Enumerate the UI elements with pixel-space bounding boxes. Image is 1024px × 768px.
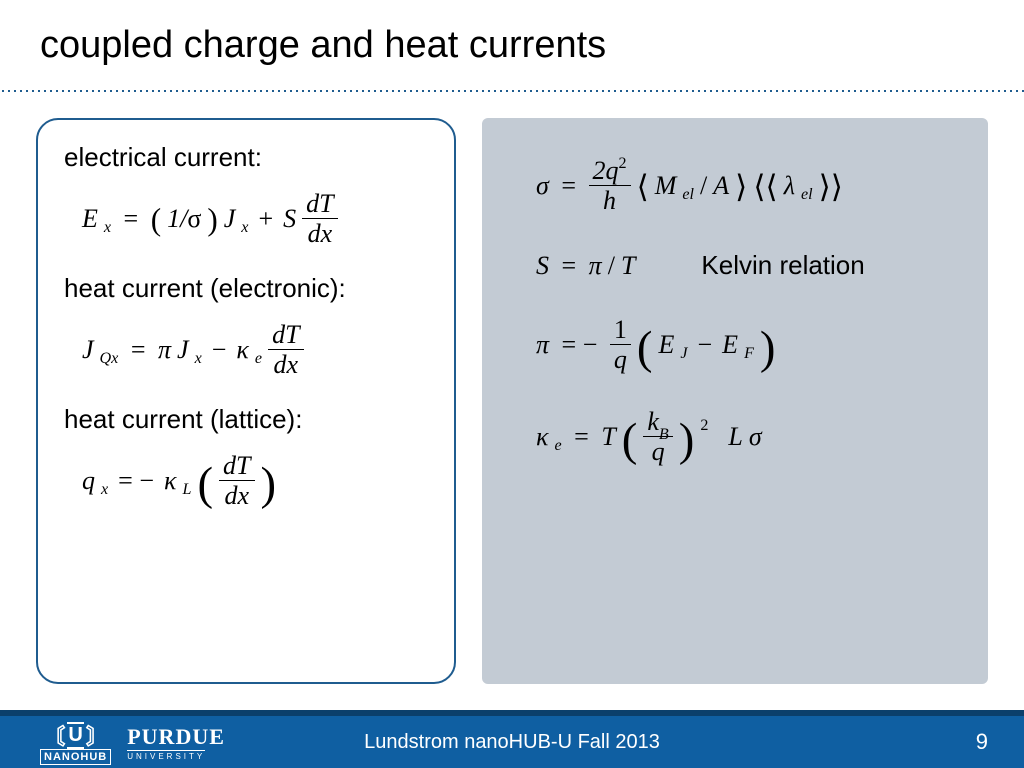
sub-x: x (101, 481, 108, 499)
heading-heat-electronic: heat current (electronic): (64, 273, 428, 304)
EF: E (722, 330, 738, 360)
den: dx (220, 481, 253, 509)
T: T (621, 251, 635, 281)
sub-x: x (195, 350, 202, 368)
title-underline (0, 90, 1024, 92)
frac-dTdx: dT dx (302, 191, 337, 247)
equals: = (568, 422, 596, 452)
eq-sigma: σ = 2q2 h ⟨ Mel / A ⟩ ⟨⟨ λel ⟩⟩ (536, 158, 962, 214)
var-J: J (224, 204, 236, 234)
den: h (599, 186, 620, 214)
eq-kappa-e: κe = T ( kB q ) 2 L σ (536, 409, 962, 465)
den: dx (304, 219, 337, 247)
slide: coupled charge and heat currents electri… (0, 0, 1024, 768)
kelvin-label: Kelvin relation (701, 250, 864, 281)
kappa: κ (164, 466, 176, 496)
frac-kBq: kB q (643, 409, 672, 465)
num: dT (268, 322, 303, 350)
lambda: λ (784, 171, 795, 201)
eqminus: = − (118, 466, 154, 496)
num: 1 (610, 317, 631, 345)
S: S (536, 251, 549, 281)
purdue-logo: PURDUE UNIVERSITY (127, 724, 225, 761)
var-J2: J (177, 335, 189, 365)
sub-F: F (744, 345, 754, 363)
equals: = (117, 204, 145, 234)
L: L (728, 422, 742, 452)
eq-heat-lattice: qx = − κL ( dT dx ) (82, 453, 428, 509)
page-number: 9 (976, 729, 988, 755)
EJ: E (658, 330, 674, 360)
slash: / (608, 251, 615, 281)
frac-1q: 1 q (610, 317, 631, 373)
kappa: κ (536, 422, 548, 452)
num: dT (219, 453, 254, 481)
pi: π (536, 330, 549, 360)
num: kB (643, 409, 672, 437)
bracket-right-icon: 〙 (86, 719, 108, 751)
nanohub-text: NANOHUB (40, 749, 111, 765)
left-panel: electrical current: Ex = ( 1/σ ) Jx + S … (36, 118, 456, 684)
sub-el: el (682, 186, 694, 204)
nanohub-logo-top: 〘 U 〙 (43, 719, 107, 751)
slash: / (700, 171, 707, 201)
eq-heat-electronic: J Qx = π Jx − κe dT dx (82, 322, 428, 378)
equals: = − (555, 330, 604, 360)
pi: π (589, 251, 602, 281)
minus: − (212, 335, 227, 365)
frac-dTdx2: dT dx (268, 322, 303, 378)
footer-bar: 〘 U 〙 NANOHUB PURDUE UNIVERSITY Lundstro… (0, 716, 1024, 768)
num: dT (302, 191, 337, 219)
var-S: S (283, 204, 296, 234)
sub-x: x (104, 219, 111, 237)
A: A (713, 171, 729, 201)
inv-sigma: 1/σ (167, 204, 201, 234)
minus: − (698, 330, 713, 360)
equals: = (555, 251, 583, 281)
footer-logos: 〘 U 〙 NANOHUB PURDUE UNIVERSITY (0, 719, 225, 765)
plus: + (258, 204, 273, 234)
purdue-sub: UNIVERSITY (127, 750, 205, 761)
right-panel: σ = 2q2 h ⟨ Mel / A ⟩ ⟨⟨ λel ⟩⟩ S = π / … (482, 118, 988, 684)
nanohub-logo: 〘 U 〙 NANOHUB (40, 719, 111, 765)
sub-el2: el (801, 186, 813, 204)
slide-title: coupled charge and heat currents (40, 24, 606, 67)
sub-J: J (680, 345, 687, 363)
var-q: q (82, 466, 95, 496)
num: 2q2 (589, 158, 631, 186)
sigma: σ (749, 422, 762, 452)
sub-e: e (255, 350, 262, 368)
den: q (610, 345, 631, 373)
var-E: E (82, 204, 98, 234)
heading-heat-lattice: heat current (lattice): (64, 404, 428, 435)
equals: = (124, 335, 152, 365)
equals: = (555, 171, 583, 201)
eq-electrical-current: Ex = ( 1/σ ) Jx + S dT dx (82, 191, 428, 247)
T: T (601, 422, 615, 452)
var-J: J (82, 335, 94, 365)
sigma: σ (536, 171, 549, 201)
eq-kelvin: S = π / T Kelvin relation (536, 250, 962, 281)
heading-electrical: electrical current: (64, 142, 428, 173)
frac-2q2h: 2q2 h (589, 158, 631, 214)
nanohub-u-icon: U (67, 722, 83, 749)
sub-e: e (554, 437, 561, 455)
sub-Qx: Qx (100, 350, 119, 368)
pi: π (158, 335, 171, 365)
Mel: M (655, 171, 677, 201)
sub-L: L (182, 481, 191, 499)
bracket-left-icon: 〘 (43, 719, 65, 751)
frac-dTdx3: dT dx (219, 453, 254, 509)
kappa: κ (236, 335, 248, 365)
eq-pi: π = − 1 q ( EJ − EF ) (536, 317, 962, 373)
purdue-main: PURDUE (127, 724, 225, 750)
sub-x2: x (241, 219, 248, 237)
sup-2: 2 (700, 417, 708, 435)
den: dx (270, 350, 303, 378)
